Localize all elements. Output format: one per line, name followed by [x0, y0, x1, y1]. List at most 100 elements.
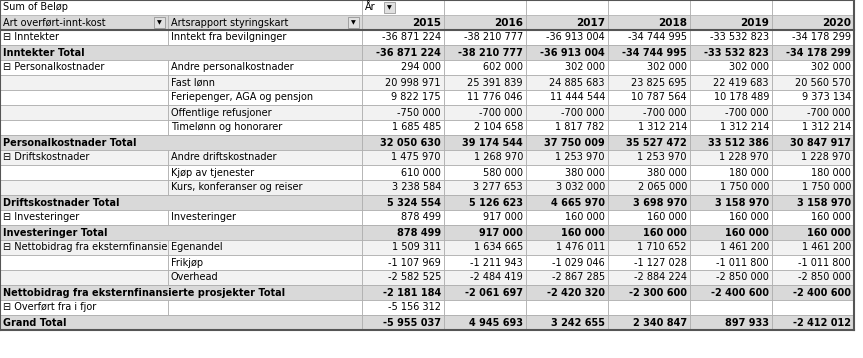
Bar: [526, 0, 608, 15]
Text: 37 750 009: 37 750 009: [545, 137, 605, 147]
Bar: [362, 105, 444, 120]
Bar: [772, 45, 854, 60]
Text: 3 158 970: 3 158 970: [715, 198, 769, 208]
Text: 302 000: 302 000: [565, 63, 605, 73]
Bar: [0, 255, 168, 270]
Text: 25 391 839: 25 391 839: [468, 77, 523, 87]
Text: 1 750 000: 1 750 000: [720, 183, 769, 193]
Text: 1 312 214: 1 312 214: [720, 122, 769, 132]
Text: 2 065 000: 2 065 000: [638, 183, 687, 193]
Text: 160 000: 160 000: [811, 213, 851, 223]
Text: -38 210 777: -38 210 777: [458, 48, 523, 58]
Bar: [690, 240, 772, 255]
Text: -700 000: -700 000: [808, 107, 851, 117]
Text: ▼: ▼: [387, 5, 392, 10]
Text: 1 461 200: 1 461 200: [802, 242, 851, 252]
Text: -1 011 800: -1 011 800: [798, 257, 851, 267]
Text: 160 000: 160 000: [807, 227, 851, 237]
Text: 160 000: 160 000: [729, 213, 769, 223]
Text: ⊟ Nettobidrag fra eksternfinansie: ⊟ Nettobidrag fra eksternfinansie: [3, 242, 167, 252]
Text: -700 000: -700 000: [644, 107, 687, 117]
Bar: [362, 195, 444, 210]
Text: Inntekter Total: Inntekter Total: [3, 48, 85, 58]
Text: -2 884 224: -2 884 224: [634, 272, 687, 282]
Bar: [526, 60, 608, 75]
Text: 3 032 000: 3 032 000: [556, 183, 605, 193]
Text: Feriepenger, AGA og pensjon: Feriepenger, AGA og pensjon: [171, 92, 313, 102]
Text: 11 776 046: 11 776 046: [468, 92, 523, 102]
Text: Timelønn og honorarer: Timelønn og honorarer: [171, 122, 282, 132]
Text: 160 000: 160 000: [565, 213, 605, 223]
Text: -700 000: -700 000: [562, 107, 605, 117]
Bar: [608, 150, 690, 165]
Text: Frikjøp: Frikjøp: [171, 257, 203, 267]
Text: ⊟ Investeringer: ⊟ Investeringer: [3, 213, 79, 223]
Bar: [608, 30, 690, 45]
Text: 2019: 2019: [740, 18, 769, 28]
Bar: [608, 45, 690, 60]
Text: Investeringer Total: Investeringer Total: [3, 227, 108, 237]
Bar: [168, 150, 362, 165]
Bar: [608, 60, 690, 75]
Bar: [168, 60, 362, 75]
Bar: [608, 285, 690, 300]
Bar: [168, 210, 362, 225]
Bar: [526, 120, 608, 135]
Text: 11 444 544: 11 444 544: [550, 92, 605, 102]
Text: -36 913 004: -36 913 004: [546, 33, 605, 43]
Bar: [690, 195, 772, 210]
Text: År: År: [365, 3, 375, 13]
Text: 23 825 695: 23 825 695: [631, 77, 687, 87]
Bar: [0, 300, 168, 315]
Text: -1 029 046: -1 029 046: [552, 257, 605, 267]
Bar: [772, 180, 854, 195]
Bar: [608, 255, 690, 270]
Bar: [362, 165, 444, 180]
Bar: [772, 300, 854, 315]
Bar: [690, 120, 772, 135]
Text: 9 822 175: 9 822 175: [392, 92, 441, 102]
Text: ⊟ Personalkostnader: ⊟ Personalkostnader: [3, 63, 104, 73]
Bar: [608, 270, 690, 285]
Bar: [362, 135, 444, 150]
Bar: [526, 75, 608, 90]
Bar: [444, 315, 526, 330]
Bar: [608, 0, 690, 15]
Bar: [168, 270, 362, 285]
Bar: [168, 105, 362, 120]
Bar: [0, 225, 362, 240]
Bar: [0, 60, 168, 75]
Bar: [0, 90, 168, 105]
Text: -2 412 012: -2 412 012: [793, 318, 851, 328]
Bar: [444, 45, 526, 60]
Bar: [690, 315, 772, 330]
Text: 2 104 658: 2 104 658: [474, 122, 523, 132]
Text: 1 253 970: 1 253 970: [638, 153, 687, 163]
Text: 20 560 570: 20 560 570: [795, 77, 851, 87]
Text: 1 750 000: 1 750 000: [802, 183, 851, 193]
Text: 2 340 847: 2 340 847: [633, 318, 687, 328]
Text: 1 476 011: 1 476 011: [556, 242, 605, 252]
Bar: [444, 135, 526, 150]
Text: 180 000: 180 000: [811, 168, 851, 178]
Bar: [608, 225, 690, 240]
Bar: [772, 75, 854, 90]
Bar: [690, 285, 772, 300]
Text: 917 000: 917 000: [479, 227, 523, 237]
Text: 5 126 623: 5 126 623: [469, 198, 523, 208]
Bar: [772, 255, 854, 270]
Bar: [772, 30, 854, 45]
Bar: [526, 195, 608, 210]
Text: 1 268 970: 1 268 970: [474, 153, 523, 163]
Bar: [608, 90, 690, 105]
Bar: [168, 255, 362, 270]
Text: -36 871 224: -36 871 224: [376, 48, 441, 58]
Bar: [690, 60, 772, 75]
Bar: [168, 120, 362, 135]
Text: 30 847 917: 30 847 917: [791, 137, 851, 147]
Text: 1 312 214: 1 312 214: [802, 122, 851, 132]
Bar: [362, 180, 444, 195]
Bar: [362, 0, 444, 15]
Bar: [362, 60, 444, 75]
Text: Egenandel: Egenandel: [171, 242, 223, 252]
